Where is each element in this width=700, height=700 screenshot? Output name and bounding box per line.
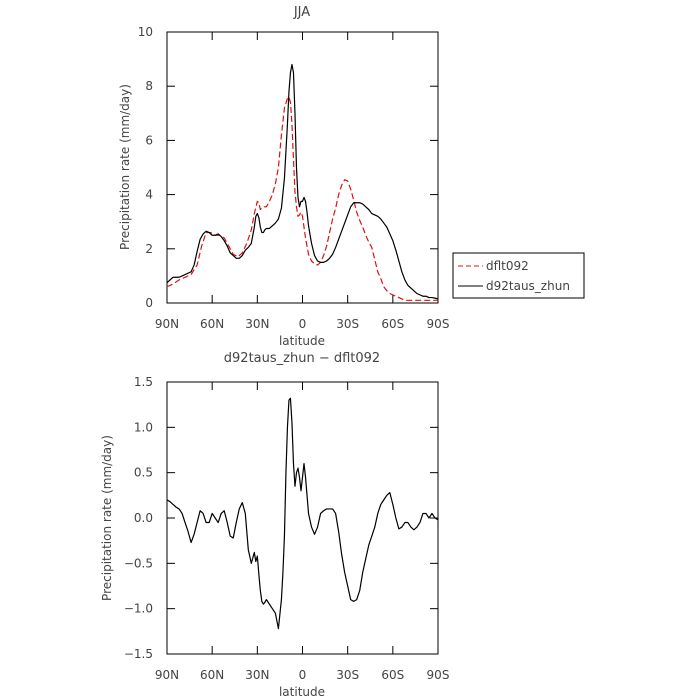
bottom-panel: d92taus_zhun − dflt092 −1.5 −1.0 −0.5 0.0 0.… [100,351,449,699]
y-tick-label: 0.5 [134,466,153,480]
legend-box [452,252,585,299]
top-panel: JJA 0 2 4 6 8 10 90N 60N 30N 0 30S 60S 90S latitude… [118,5,449,348]
x-tick-label: 60N [200,317,224,331]
x-tick-label: 90S [427,668,450,682]
series-line-d92taus-zhun [166,63,439,300]
y-tick-label: 0 [145,296,153,310]
x-tick-label: 60S [381,668,404,682]
y-tick-label: 8 [145,79,153,93]
top-x-axis-label: latitude [279,334,325,348]
x-tick-label: 90N [155,668,179,682]
y-tick-label: −1.5 [124,647,153,661]
bottom-plot-frame [166,381,439,655]
bottom-x-axis: 90N 60N 30N 0 30S 60S 90S [155,382,450,682]
y-tick-label: 0.0 [134,511,153,525]
bottom-series [166,397,439,630]
bottom-x-axis-label: latitude [279,685,325,699]
y-tick-label: 1.0 [134,420,153,434]
top-title: JJA [293,5,310,20]
top-y-axis-label: Precipitation rate (mm/day) [118,84,132,250]
bottom-y-axis: −1.5 −1.0 −0.5 0.0 0.5 1.0 1.5 [124,375,438,661]
y-tick-label: 1.5 [134,375,153,389]
x-tick-label: 30N [245,668,269,682]
x-tick-label: 60N [200,668,224,682]
top-x-axis: 90N 60N 30N 0 30S 60S 90S [155,32,450,331]
x-tick-label: 30S [336,668,359,682]
y-tick-label: −1.0 [124,602,153,616]
x-tick-label: 30N [245,317,269,331]
x-tick-label: 0 [299,317,307,331]
legend: dflt092 d92taus_zhun [452,252,585,299]
x-tick-label: 60S [381,317,404,331]
x-tick-label: 30S [336,317,359,331]
bottom-title: d92taus_zhun − dflt092 [224,351,380,366]
y-tick-label: 6 [145,133,153,147]
legend-label-dflt092: dflt092 [486,259,529,273]
y-tick-label: 2 [145,242,153,256]
top-plot-frame [166,31,439,304]
top-series [166,63,439,301]
y-tick-label: −0.5 [124,556,153,570]
y-tick-label: 4 [145,188,153,202]
bottom-y-axis-label: Precipitation rate (mm/day) [100,435,114,601]
legend-label-d92taus-zhun: d92taus_zhun [486,279,570,293]
y-tick-label: 10 [138,25,153,39]
top-y-axis: 0 2 4 6 8 10 [138,25,438,310]
difference-series-line [166,397,439,630]
x-tick-label: 90S [427,317,450,331]
x-tick-label: 90N [155,317,179,331]
series-line-dflt092 [166,96,438,301]
x-tick-label: 0 [299,668,307,682]
